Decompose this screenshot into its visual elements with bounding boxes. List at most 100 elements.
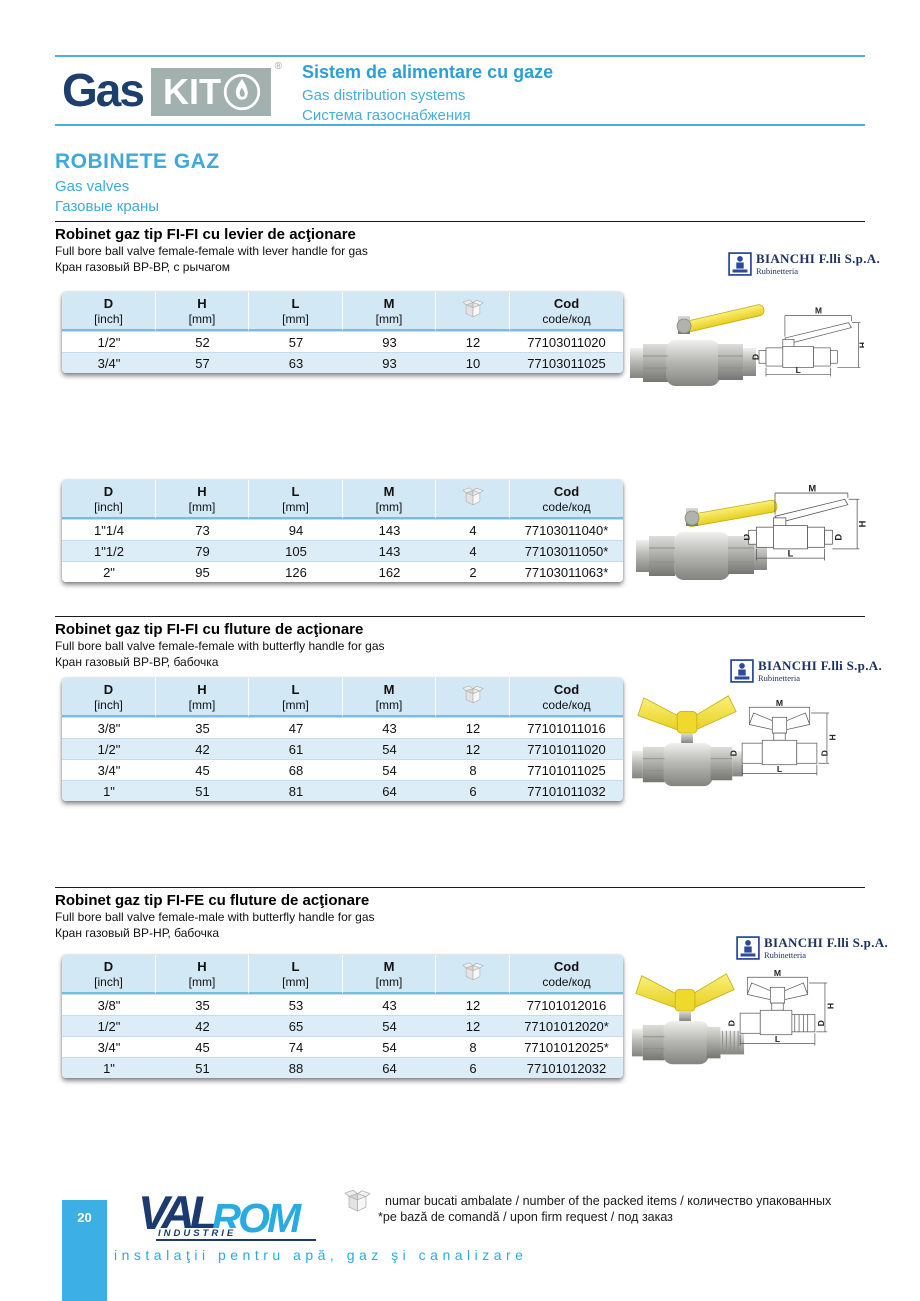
- section-divider: [55, 887, 865, 888]
- svg-text:L: L: [775, 1034, 780, 1044]
- table-cell: 12: [436, 331, 510, 352]
- table-cell: 2": [62, 561, 156, 582]
- svg-text:L: L: [777, 764, 782, 774]
- header-titles: Sistem de alimentare cu gaze Gas distrib…: [302, 62, 553, 124]
- column-header-cod: Cod code/код: [510, 292, 623, 331]
- column-header-d: D [inch]: [62, 955, 156, 994]
- section-subtitle-ru: Кран газовый ВР-ВР, с рычагом: [55, 259, 231, 274]
- page-number-tab: 20: [62, 1200, 107, 1301]
- spec-table-fife-butterfly: D [inch] H [mm] L [mm] M [mm] Cod code/код 3/8" 35 5…: [62, 955, 623, 1078]
- table-cell: 79: [156, 540, 249, 561]
- table-cell: 1"1/2: [62, 540, 156, 561]
- gaskit-logo-box: KIT ®: [150, 61, 282, 116]
- section-title: Robinet gaz tip FI-FI cu fluture de acţi…: [55, 621, 364, 638]
- section-head-fifi-lever: Robinet gaz tip FI-FI cu levier de acţio…: [55, 226, 368, 274]
- svg-text:H: H: [857, 342, 864, 348]
- package-icon: [461, 961, 484, 980]
- column-header-package: [436, 292, 510, 331]
- section-title: Robinet gaz tip FI-FI cu levier de acţio…: [55, 226, 356, 243]
- svg-text:L: L: [796, 365, 801, 375]
- spec-table-fifi-lever-small: D [inch] H [mm] L [mm] M [mm] Cod code/код 1/2" 52 5…: [62, 292, 623, 373]
- table-row: 1/2" 42 61 54 12 77101011020: [62, 738, 623, 759]
- page-heading: ROBINETE GAZ Gas valves Газовые краны: [55, 150, 220, 215]
- table-cell: 68: [249, 759, 343, 780]
- table-cell: 57: [249, 331, 343, 352]
- page-subtitle-en: Gas valves: [55, 178, 130, 195]
- flame-icon: [223, 73, 261, 111]
- table-row: 3/4" 57 63 93 10 77103011025: [62, 352, 623, 373]
- svg-text:D: D: [752, 354, 760, 360]
- page-subtitle-ru: Газовые краны: [55, 198, 160, 215]
- header-top-rule: [55, 55, 865, 57]
- table-cell: 77101011025: [510, 759, 623, 780]
- table-cell: 43: [343, 717, 436, 738]
- ball-valve-photo-butterfly-fm: [631, 973, 745, 1065]
- table-cell: 51: [156, 1057, 249, 1078]
- registered-mark: ®: [274, 61, 282, 72]
- table-cell: 77101011032: [510, 780, 623, 801]
- table-cell: 10: [436, 352, 510, 373]
- table-cell: 8: [436, 759, 510, 780]
- table-cell: 88: [249, 1057, 343, 1078]
- table-cell: 65: [249, 1015, 343, 1036]
- svg-text:M: M: [774, 968, 781, 978]
- table-cell: 81: [249, 780, 343, 801]
- column-header-h: H [mm]: [156, 480, 249, 519]
- table-row: 1/2" 52 57 93 12 77103011020: [62, 331, 623, 352]
- section-subtitle-en: Full bore ball valve female-female with …: [55, 244, 368, 258]
- table-cell: 12: [436, 738, 510, 759]
- table-row: 3/8" 35 53 43 12 77101012016: [62, 994, 623, 1015]
- section-divider: [55, 616, 865, 617]
- svg-text:H: H: [858, 520, 868, 527]
- table-cell: 77101011020: [510, 738, 623, 759]
- valve-diagram-butterfly: M H L D D: [728, 698, 837, 776]
- section-subtitle-ru: Кран газовый ВР-НР, бабочка: [55, 925, 220, 940]
- table-cell: 45: [156, 1036, 249, 1057]
- table-row: 2" 95 126 162 2 77103011063*: [62, 561, 623, 582]
- valve-diagram-lever-2: M H L D D: [744, 484, 868, 561]
- table-cell: 12: [436, 1015, 510, 1036]
- table-row: 1" 51 88 64 6 77101012032: [62, 1057, 623, 1078]
- table-cell: 1/2": [62, 331, 156, 352]
- page-title: ROBINETE GAZ: [55, 150, 220, 173]
- table-cell: 1"1/4: [62, 519, 156, 540]
- svg-text:D: D: [820, 750, 830, 756]
- section-subtitle-en: Full bore ball valve female-male with bu…: [55, 910, 375, 924]
- bianchi-logo-icon: [736, 935, 760, 960]
- table-cell: 77101012020*: [510, 1015, 623, 1036]
- section-head-fifi-butterfly: Robinet gaz tip FI-FI cu fluture de acţi…: [55, 621, 385, 669]
- table-row: 3/8" 35 47 43 12 77101011016: [62, 717, 623, 738]
- table-cell: 54: [343, 738, 436, 759]
- spec-table-fifi-lever-large: D [inch] H [mm] L [mm] M [mm] Cod code/код 1"1/4 73…: [62, 480, 623, 582]
- bianchi-brand-badge: BIANCHI F.lli S.p.A. Rubinetteria: [728, 251, 880, 276]
- table-cell: 77103011050*: [510, 540, 623, 561]
- section-subtitle-ru: Кран газовый ВР-ВР, бабочка: [55, 654, 219, 669]
- table-cell: 53: [249, 994, 343, 1015]
- table-cell: 64: [343, 1057, 436, 1078]
- footer-note-packed: numar bucati ambalate / number of the pa…: [385, 1194, 832, 1208]
- section-divider: [55, 221, 865, 222]
- table-cell: 77103011040*: [510, 519, 623, 540]
- column-header-cod: Cod code/код: [510, 678, 623, 717]
- table-cell: 54: [343, 1015, 436, 1036]
- valve-diagram-butterfly-fm: M H L D D: [726, 968, 835, 1046]
- table-cell: 77101012025*: [510, 1036, 623, 1057]
- table-cell: 54: [343, 1036, 436, 1057]
- table-cell: 95: [156, 561, 249, 582]
- table-cell: 77101011016: [510, 717, 623, 738]
- svg-text:D: D: [728, 750, 738, 756]
- column-header-package: [436, 678, 510, 717]
- table-cell: 61: [249, 738, 343, 759]
- table-cell: 3/4": [62, 352, 156, 373]
- package-icon: [461, 684, 484, 703]
- bianchi-logo-icon: [730, 658, 754, 683]
- table-cell: 51: [156, 780, 249, 801]
- footer-note-request: *pe bază de comandă / upon firm request …: [378, 1210, 673, 1224]
- bianchi-brand-text: BIANCHI F.lli S.p.A. Rubinetteria: [764, 935, 888, 960]
- section-head-fife-butterfly: Robinet gaz tip FI-FE cu fluture de acţi…: [55, 892, 375, 940]
- table-cell: 47: [249, 717, 343, 738]
- table-cell: 4: [436, 519, 510, 540]
- table-cell: 77103011063*: [510, 561, 623, 582]
- svg-text:H: H: [826, 1003, 835, 1009]
